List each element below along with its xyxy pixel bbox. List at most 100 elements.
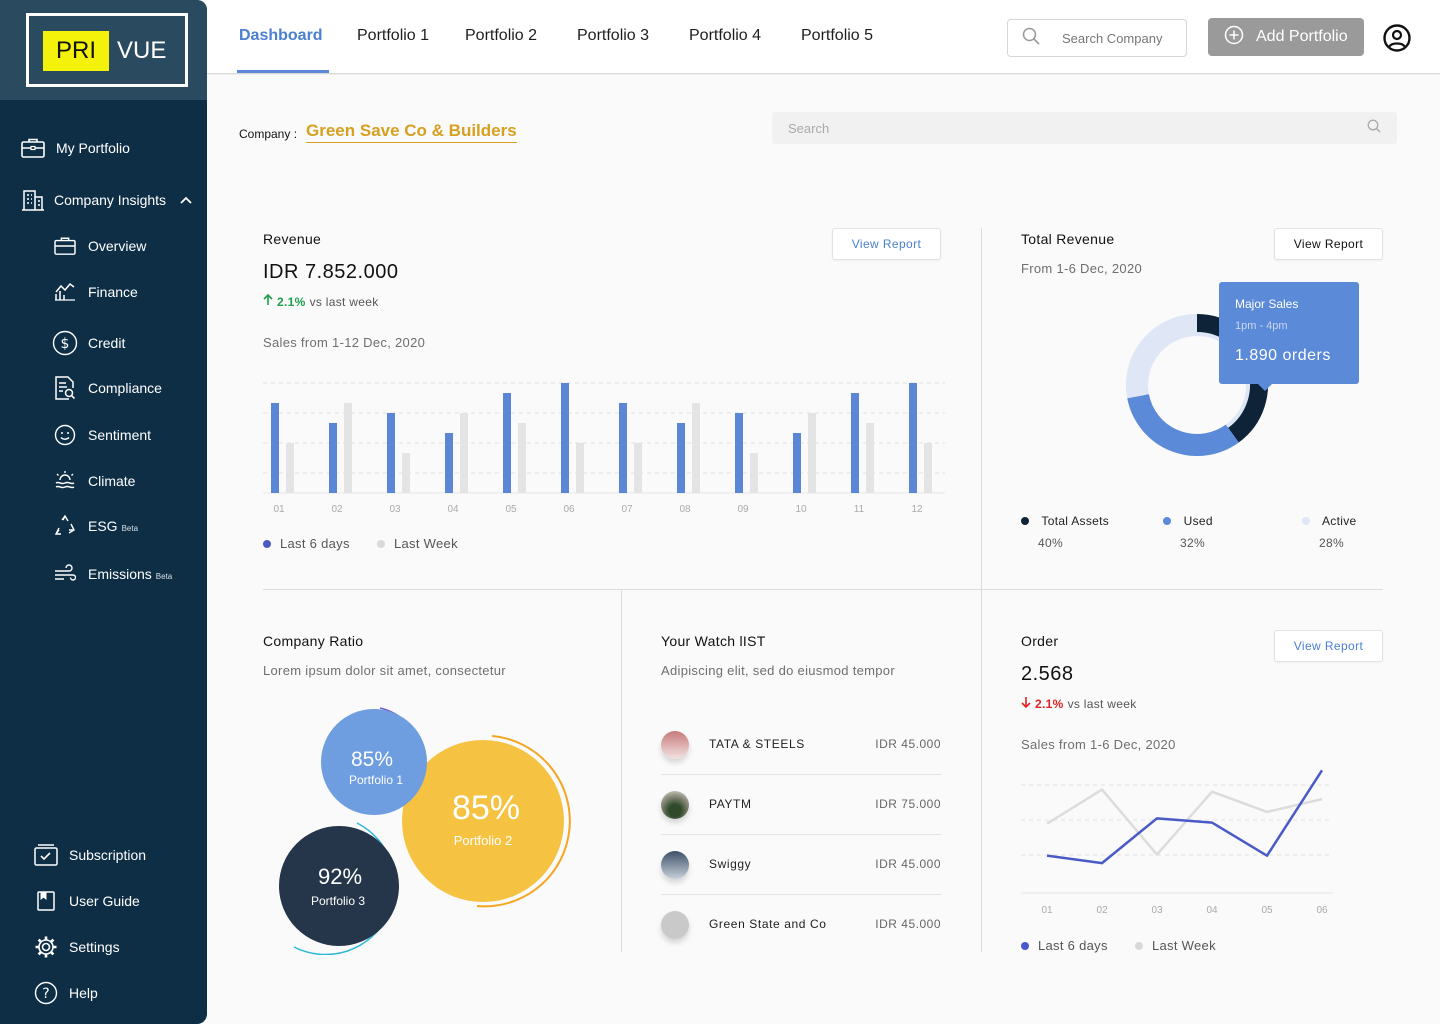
order-subtitle: Sales from 1-6 Dec, 2020 <box>1021 737 1176 752</box>
sidebar-item-overview[interactable]: Overview <box>52 233 146 259</box>
sidebar-item-company-insights[interactable]: Company Insights <box>20 187 192 213</box>
legend-label: Used <box>1183 514 1213 528</box>
revenue-view-report-button[interactable]: View Report <box>832 228 941 260</box>
sidebar-item-user-guide[interactable]: User Guide <box>33 888 140 914</box>
order-view-report-button[interactable]: View Report <box>1274 630 1383 662</box>
revenue-delta-text: vs last week <box>309 294 379 309</box>
sidebar-item-label: User Guide <box>69 893 140 909</box>
company-name-link[interactable]: Green Save Co & Builders <box>306 121 517 143</box>
tooltip-value: 1.890 orders <box>1235 347 1331 364</box>
sidebar-item-my-portfolio[interactable]: My Portfolio <box>20 135 130 161</box>
watchlist-company-name: Swiggy <box>709 857 752 871</box>
sidebar-item-credit[interactable]: $ Credit <box>52 330 125 356</box>
legend-label: Last Week <box>394 536 458 551</box>
finance-chart-icon <box>52 279 78 305</box>
legend-last-week: Last Week <box>1135 938 1216 953</box>
tooltip-title: Major Sales <box>1235 297 1299 311</box>
bubble-label: Portfolio 1 <box>349 773 403 787</box>
bar-last-week <box>402 453 410 493</box>
x-tick-label: 10 <box>795 504 807 515</box>
bubble-portfolio-1: 85% Portfolio 1 <box>321 707 427 815</box>
order-delta-pct: 2.1% <box>1035 696 1064 711</box>
bar-last-week <box>286 443 294 493</box>
revenue-subtitle: Sales from 1-12 Dec, 2020 <box>263 335 426 350</box>
watchlist-row[interactable]: Swiggy IDR 45.000 <box>661 835 941 895</box>
order-value: 2.568 <box>1021 663 1074 685</box>
bar-last-6-days <box>445 433 453 493</box>
briefcase-icon <box>52 233 78 259</box>
order-line-chart: 01 02 03 04 05 06 <box>1021 769 1333 916</box>
sidebar-item-settings[interactable]: Settings <box>33 934 120 960</box>
search-company-input[interactable]: Search Company <box>1007 19 1187 57</box>
gear-icon <box>33 934 59 960</box>
divider <box>263 589 1383 590</box>
order-delta-text: vs last week <box>1067 696 1137 711</box>
legend-last-6-days: Last 6 days <box>263 536 350 551</box>
watchlist-subtitle: Adipiscing elit, sed do eiusmod tempor <box>661 663 895 678</box>
sidebar-item-esg[interactable]: ESG Beta <box>52 513 138 539</box>
sidebar-item-label: Sentiment <box>88 427 152 443</box>
tab-portfolio-2[interactable]: Portfolio 2 <box>465 27 538 44</box>
bar-last-week <box>460 413 468 493</box>
sidebar-item-subscription[interactable]: Subscription <box>33 842 146 868</box>
logo[interactable]: PRI VUE <box>26 13 188 87</box>
sidebar-item-label: Overview <box>88 238 147 254</box>
donut-slice-used <box>1127 393 1239 456</box>
bar-last-6-days <box>271 403 279 493</box>
company-ratio-bubble-chart: 85% Portfolio 2 85% Portfolio 1 92% Port… <box>279 707 571 955</box>
watchlist-company-name: PAYTM <box>709 797 752 811</box>
sidebar-item-help[interactable]: ? Help <box>33 980 98 1006</box>
x-tick-label: 08 <box>679 504 691 515</box>
search-icon[interactable] <box>1367 119 1381 138</box>
sidebar-item-sentiment[interactable]: Sentiment <box>52 422 151 448</box>
logo-vue: VUE <box>117 37 167 64</box>
watchlist-title: Your Watch lIST <box>661 633 766 649</box>
chevron-up-icon[interactable] <box>180 196 192 204</box>
total-revenue-title: Total Revenue <box>1021 231 1115 247</box>
document-search-icon <box>52 375 78 401</box>
tab-portfolio-4[interactable]: Portfolio 4 <box>689 27 762 44</box>
x-tick-label: 02 <box>331 504 343 515</box>
legend-active: Active 28% <box>1302 514 1402 550</box>
divider <box>981 590 982 952</box>
legend-used: Used 32% <box>1163 514 1263 550</box>
logo-pri: PRI <box>43 31 109 71</box>
watchlist-row[interactable]: PAYTM IDR 75.000 <box>661 775 941 835</box>
main-search-input[interactable]: Search <box>772 112 1397 144</box>
divider <box>981 228 982 590</box>
x-tick-label: 05 <box>1261 905 1273 916</box>
bar-last-6-days <box>793 433 801 493</box>
watchlist-row[interactable]: Green State and Co IDR 45.000 <box>661 895 941 955</box>
watchlist-amount: IDR 45.000 <box>875 917 941 931</box>
legend-label: Total Assets <box>1041 514 1110 528</box>
wind-icon <box>52 561 78 587</box>
bar-last-6-days <box>677 423 685 493</box>
add-portfolio-button[interactable]: Add Portfolio <box>1208 18 1364 56</box>
bar-last-6-days <box>735 413 743 493</box>
search-placeholder: Search Company <box>1062 30 1163 46</box>
subscription-icon <box>33 842 59 868</box>
total-revenue-view-report-button[interactable]: View Report <box>1274 228 1383 260</box>
tab-portfolio-5[interactable]: Portfolio 5 <box>801 27 874 44</box>
watchlist-row[interactable]: TATA & STEELS IDR 45.000 <box>661 715 941 775</box>
bubble-portfolio-2: 85% Portfolio 2 <box>402 735 571 908</box>
sidebar-item-climate[interactable]: Climate <box>52 468 135 494</box>
tab-portfolio-1[interactable]: Portfolio 1 <box>357 27 430 44</box>
legend-label: Last 6 days <box>1038 938 1108 953</box>
arrow-up-icon <box>263 293 273 309</box>
legend-value: 40% <box>1038 536 1063 550</box>
legend-label: Last Week <box>1152 938 1216 953</box>
sidebar-item-finance[interactable]: Finance <box>52 279 138 305</box>
legend-total-assets: Total Assets 40% <box>1021 514 1141 550</box>
bar-last-week <box>808 413 816 493</box>
bar-last-week <box>634 443 642 493</box>
svg-text:?: ? <box>42 986 49 1002</box>
tab-portfolio-3[interactable]: Portfolio 3 <box>577 27 650 44</box>
plus-circle-icon <box>1224 25 1244 50</box>
sidebar-item-emissions[interactable]: Emissions Beta <box>52 561 172 587</box>
x-tick-label: 12 <box>911 504 923 515</box>
bubble-value: 85% <box>452 789 520 827</box>
tab-dashboard[interactable]: Dashboard <box>239 27 323 44</box>
sidebar-item-compliance[interactable]: Compliance <box>52 375 162 401</box>
user-profile-icon[interactable] <box>1382 23 1412 58</box>
